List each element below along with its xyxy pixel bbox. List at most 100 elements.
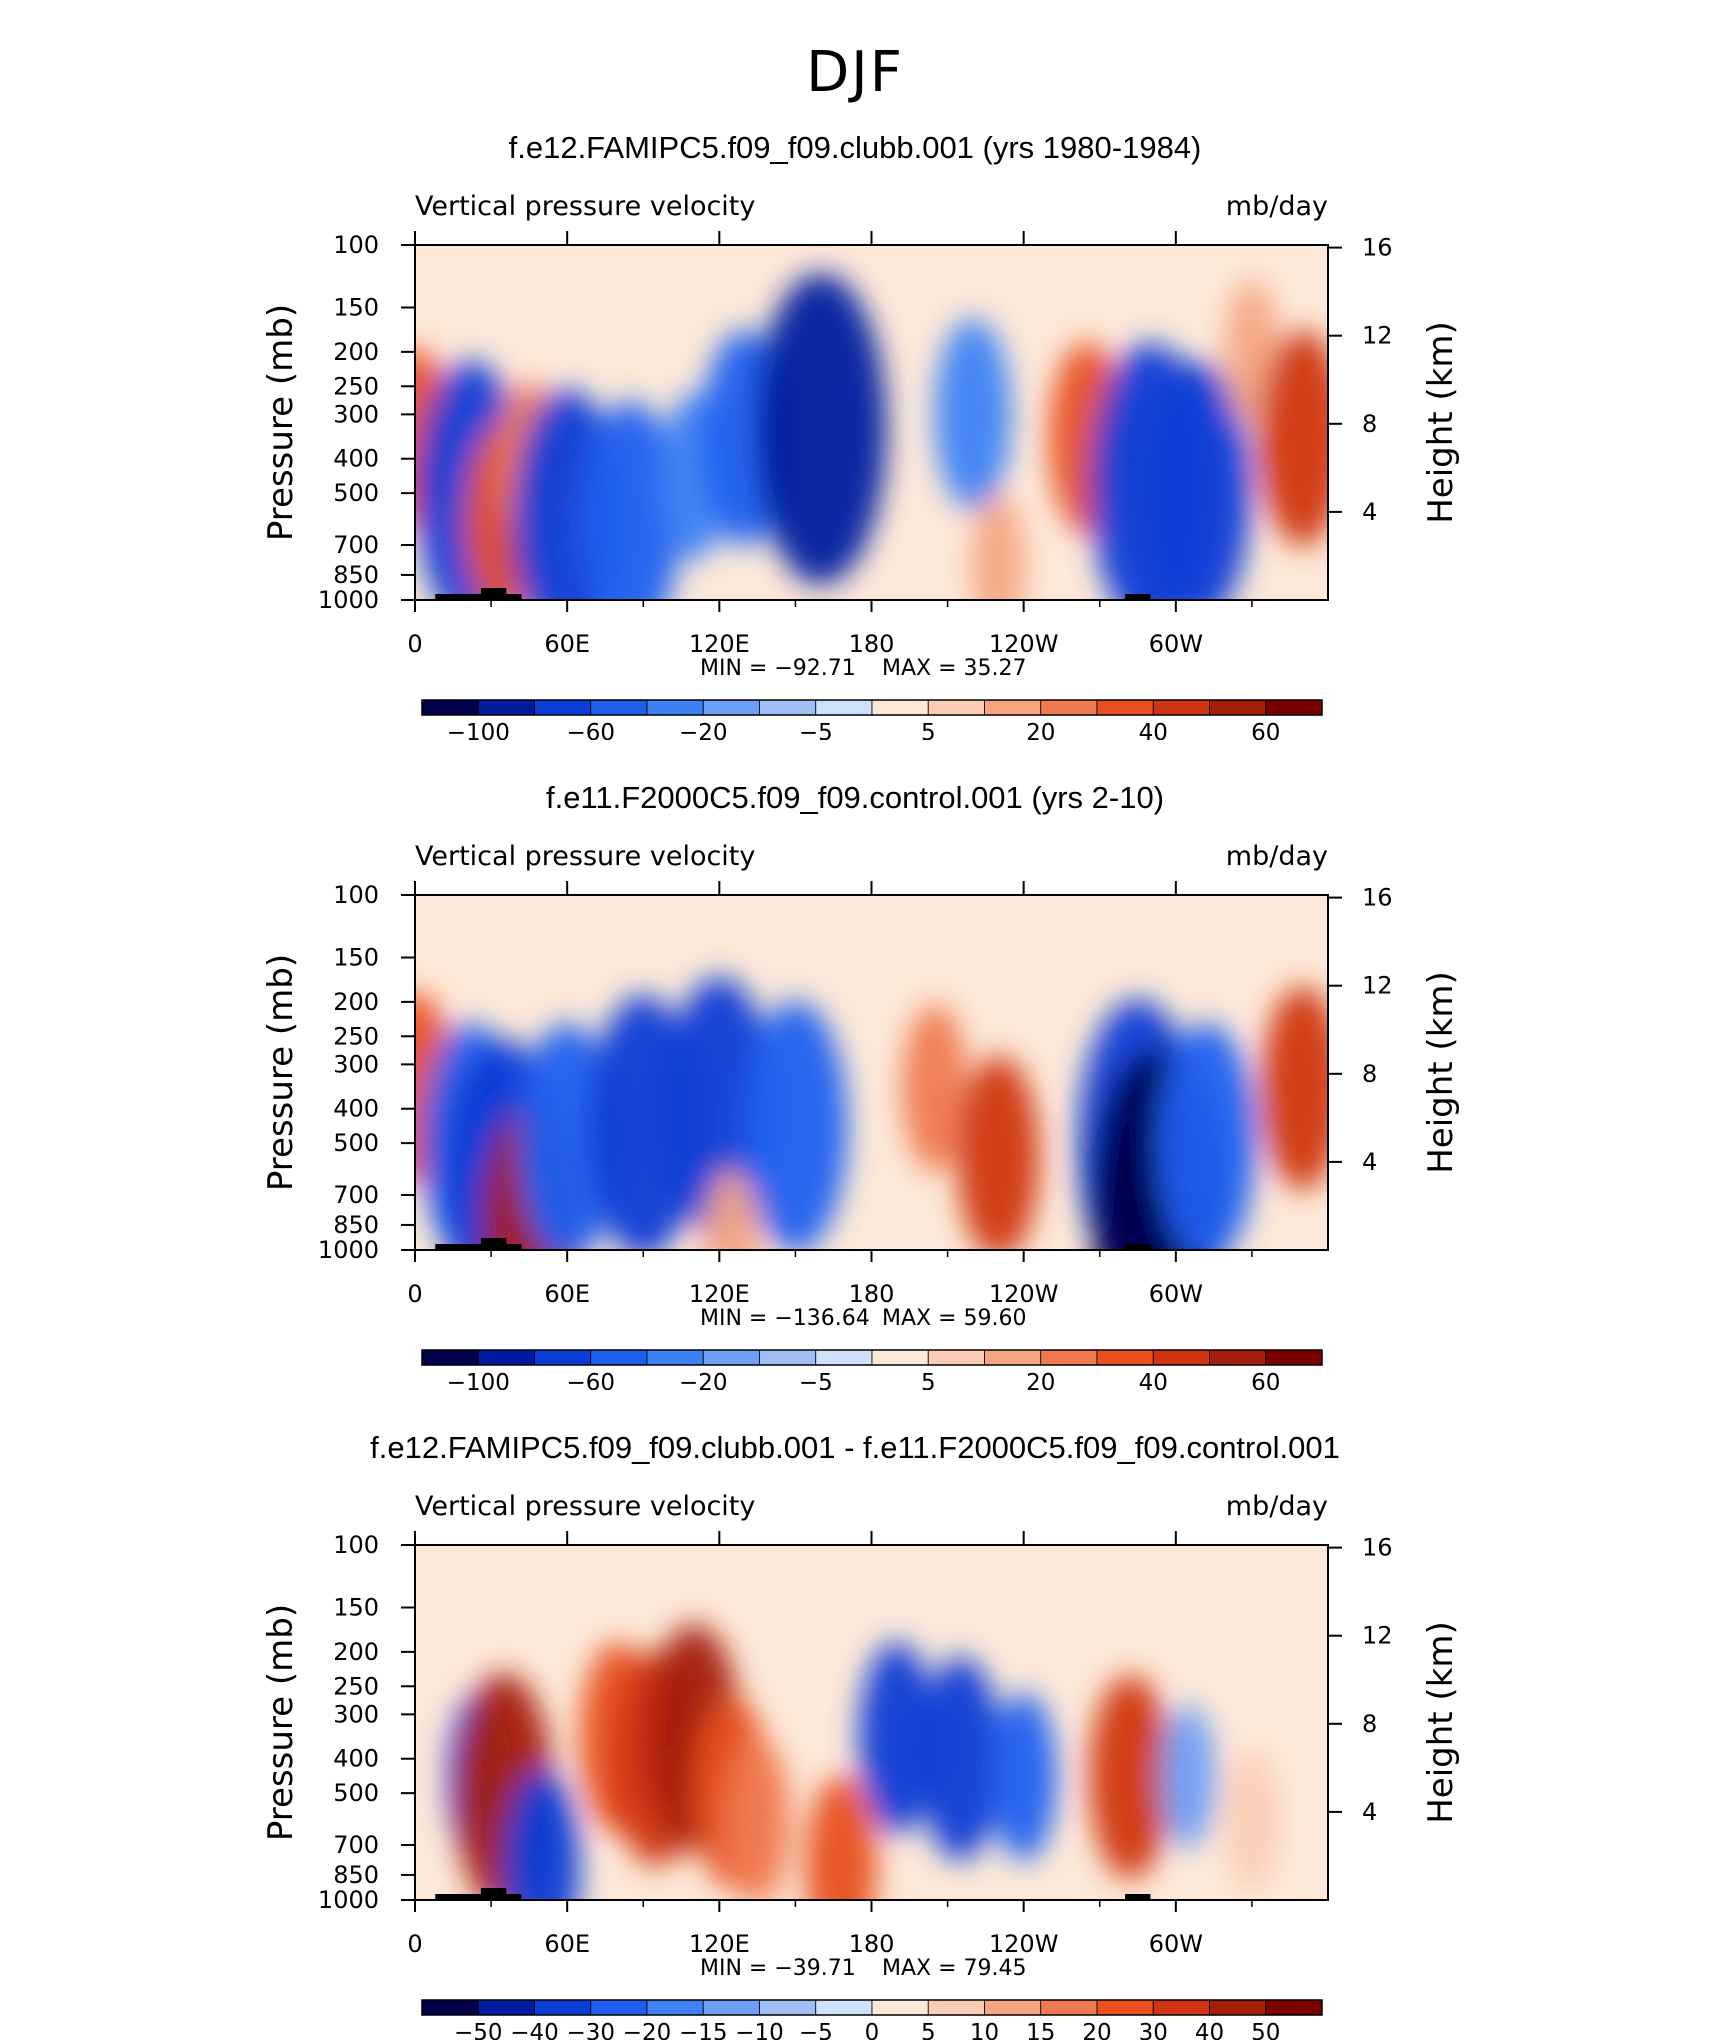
panel-2-chart: Vertical pressure velocity mb/day 0 60E 120E… [261, 841, 1461, 1390]
colorbar-segment [1096, 1349, 1154, 1366]
colorbar-segment [477, 1349, 535, 1366]
y2-tick-label: 16 [1362, 1534, 1393, 1562]
colorbar-label: 20 [1026, 1370, 1055, 1390]
y-tick-label: 850 [333, 1211, 379, 1239]
colorbar-segment [1152, 1999, 1210, 2016]
x-tick-label: 180 [849, 1930, 895, 1958]
x-tick-label: 120W [989, 1930, 1059, 1958]
x-tick-label: 0 [407, 1280, 422, 1308]
colorbar-segment [871, 1999, 929, 2016]
topography-andes [1125, 1894, 1151, 1900]
topography-peak [480, 1238, 507, 1250]
colorbar-segment [984, 699, 1042, 716]
topography [435, 1894, 522, 1900]
colorbar-label: 5 [921, 2020, 936, 2040]
panel-2-title: f.e11.F2000C5.f09_f09.control.001 (yrs 2… [545, 780, 1165, 815]
contour-field-11 [990, 1692, 1057, 1861]
topography-peak [480, 588, 507, 600]
y-tick-label: 300 [333, 400, 379, 428]
y-tick-label: 700 [333, 1831, 379, 1859]
contour-field-9 [901, 1004, 968, 1173]
plot-area [415, 245, 1328, 600]
colorbar-label: −50 [454, 2020, 503, 2040]
colorbar-label: 20 [1026, 720, 1055, 740]
colorbar-segment [702, 1349, 760, 1366]
colorbar-segment [927, 699, 985, 716]
colorbar-segment [1096, 1999, 1154, 2016]
contour-field-12 [1088, 1674, 1172, 1879]
contour-fields [445, 1624, 1280, 1900]
contour-field-10 [970, 493, 1026, 600]
colorbar-segment [984, 1999, 1042, 2016]
min-label: MIN = −92.71 [700, 656, 856, 681]
units-label: mb/day [1226, 841, 1328, 872]
y-tick-label: 300 [333, 1050, 379, 1078]
colorbar-segment [534, 699, 592, 716]
colorbar-segment [871, 699, 929, 716]
contour-field-6 [664, 976, 775, 1241]
y-tick-label: 1000 [318, 1236, 379, 1264]
colorbar-label: −100 [447, 1370, 510, 1390]
max-label: MAX = 35.27 [882, 656, 1027, 681]
y-tick-label: 500 [333, 1779, 379, 1807]
y2-tick-label: 4 [1362, 498, 1377, 526]
colorbar-label: −5 [799, 1370, 833, 1390]
colorbar-segment [477, 1999, 535, 2016]
colorbar-segment [646, 1349, 704, 1366]
topography-andes [1125, 1244, 1151, 1250]
colorbar-segment [759, 699, 817, 716]
x-tick-label: 60E [544, 1280, 590, 1308]
y-tick-label: 200 [333, 1638, 379, 1666]
contour-field-14 [1261, 986, 1328, 1191]
colorbar-label: 20 [1082, 2020, 1111, 2040]
y2-tick-label: 4 [1362, 1148, 1377, 1176]
min-label: MIN = −39.71 [700, 1956, 856, 1981]
contour-field-13 [1141, 361, 1252, 600]
colorbar-segment [534, 1349, 592, 1366]
y-tick-label: 100 [333, 881, 379, 909]
colorbar-segment [815, 1349, 873, 1366]
y2-tick-label: 16 [1362, 884, 1393, 912]
colorbar-segment [646, 699, 704, 716]
colorbar-segment [534, 1999, 592, 2016]
colorbar-segment [646, 1999, 704, 2016]
contour-fields [415, 976, 1328, 1250]
y-tick-label: 400 [333, 445, 379, 473]
colorbar-label: 40 [1195, 2020, 1224, 2040]
colorbar-label: 10 [970, 2020, 999, 2040]
y-tick-label: 700 [333, 1181, 379, 1209]
colorbar-label: −60 [567, 720, 616, 740]
colorbar-segment [1152, 1349, 1210, 1366]
y-tick-label: 200 [333, 338, 379, 366]
topography [435, 594, 522, 600]
colorbar-label: −20 [679, 720, 728, 740]
colorbar-segment [1209, 1999, 1267, 2016]
colorbar-segment [927, 1999, 985, 2016]
y-tick-label: 100 [333, 231, 379, 259]
min-label: MIN = −136.64 [700, 1306, 870, 1331]
units-label: mb/day [1226, 191, 1328, 222]
variable-label: Vertical pressure velocity [415, 841, 755, 872]
y-tick-label: 400 [333, 1745, 379, 1773]
max-label: MAX = 79.45 [882, 1956, 1027, 1981]
contour-field-9 [934, 318, 1012, 511]
y2-tick-label: 12 [1362, 972, 1393, 1000]
y2-axis-title: Height (km) [1421, 321, 1461, 524]
x-tick-label: 60W [1149, 1280, 1203, 1308]
x-tick-label: 0 [407, 630, 422, 658]
y2-tick-label: 8 [1362, 1710, 1377, 1738]
colorbar-segment [590, 1999, 648, 2016]
y2-axis-title: Height (km) [1421, 971, 1461, 1174]
y-axis-title: Pressure (mb) [261, 1604, 301, 1841]
colorbar-segment [1209, 1349, 1267, 1366]
colorbar-segment [702, 1999, 760, 2016]
x-tick-label: 60E [544, 1930, 590, 1958]
y2-tick-label: 8 [1362, 410, 1377, 438]
panel-1-title: f.e12.FAMIPC5.f09_f09.clubb.001 (yrs 198… [508, 130, 1202, 165]
panel-3-chart: Vertical pressure velocity mb/day 0 60E 120E… [261, 1491, 1461, 2040]
plot-area [415, 895, 1328, 1250]
y-tick-label: 150 [333, 944, 379, 972]
colorbar-segment [759, 1349, 817, 1366]
colorbar-segment [477, 699, 535, 716]
colorbar-segment [984, 1349, 1042, 1366]
